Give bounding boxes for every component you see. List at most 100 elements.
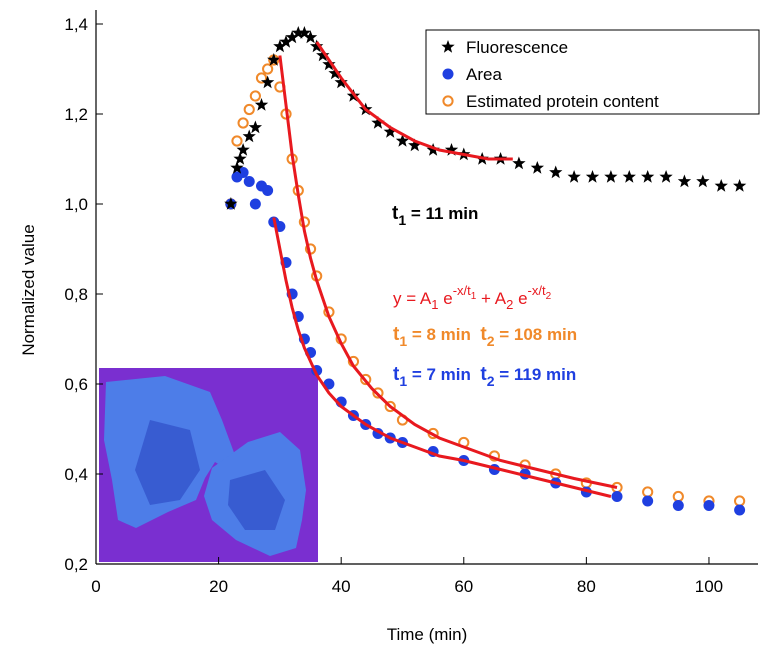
- y-tick-label: 0,8: [64, 285, 88, 304]
- star-marker: [622, 170, 636, 183]
- annotation: t1 = 8 min t2 = 108 min: [393, 324, 577, 349]
- star-marker: [267, 53, 281, 66]
- annotation-part: = 11 min: [406, 204, 478, 223]
- annotation-part: y = A: [393, 289, 432, 308]
- star-marker: [383, 125, 397, 138]
- annotation-part: 1: [399, 333, 407, 349]
- star-marker: [444, 143, 459, 156]
- annotation-part: + A: [476, 289, 506, 308]
- star-marker: [567, 170, 581, 183]
- fit-line: [315, 41, 513, 161]
- ring-marker: [237, 117, 249, 129]
- dot-marker: [243, 176, 255, 187]
- y-tick-label: 1,0: [64, 195, 88, 214]
- annotation-part: t: [393, 324, 400, 345]
- annotation-part: t: [480, 364, 487, 385]
- legend: Fluorescence Area Estimated protein conten…: [425, 29, 760, 115]
- star-marker: [696, 174, 710, 188]
- annotation-part: 1: [399, 373, 407, 389]
- star-marker: [328, 66, 342, 80]
- star-marker: [585, 170, 600, 183]
- star-marker: [254, 98, 269, 111]
- x-tick-label: 100: [695, 577, 723, 596]
- legend-label: Estimated protein content: [466, 92, 659, 111]
- star-marker: [604, 170, 618, 183]
- star-marker: [641, 170, 655, 183]
- annotation-part: -x/t: [453, 283, 471, 298]
- star-marker: [322, 57, 336, 71]
- ring-marker: [384, 400, 396, 413]
- star-marker: [733, 179, 747, 192]
- ring-marker: [360, 373, 372, 386]
- inset-image: [99, 368, 318, 562]
- annotation-part: = 7 min: [407, 365, 480, 384]
- dot-marker: [703, 500, 715, 511]
- star-marker: [230, 161, 244, 174]
- annotation-part: t: [480, 324, 487, 345]
- star-marker: [316, 48, 330, 62]
- star-marker: [285, 30, 299, 44]
- annotation-part: t: [392, 203, 399, 224]
- star-marker: [426, 143, 440, 156]
- x-tick-label: 0: [91, 577, 100, 596]
- y-tick-label: 0,4: [64, 465, 88, 484]
- star-marker: [297, 26, 312, 39]
- annotation: t1 = 7 min t2 = 119 min: [393, 364, 576, 389]
- dot-marker: [642, 495, 654, 507]
- star-marker: [512, 156, 526, 170]
- dot-marker: [237, 167, 249, 178]
- ring-marker: [262, 63, 274, 75]
- ring-marker: [372, 387, 384, 399]
- x-tick-label: 80: [577, 577, 596, 596]
- dot-marker: [262, 185, 274, 196]
- star-marker: [273, 39, 287, 53]
- annotation-part: e: [513, 289, 527, 308]
- annotation-part: e: [439, 289, 453, 308]
- annotation-part: 2: [487, 373, 495, 389]
- ring-marker: [734, 495, 746, 507]
- legend-label: Area: [466, 65, 502, 84]
- ring-marker: [442, 95, 454, 107]
- ring-marker: [249, 90, 261, 102]
- fit-line: [278, 55, 618, 489]
- legend-label: Fluorescence: [466, 38, 568, 57]
- y-tick-label: 0,2: [64, 555, 88, 574]
- ring-marker: [672, 490, 684, 503]
- x-tick-label: 20: [209, 577, 228, 596]
- annotation-part: -x/t: [528, 283, 546, 298]
- annotation-part: t: [393, 364, 400, 385]
- annotation: t1 = 11 min: [392, 203, 478, 228]
- star-marker: [714, 179, 728, 192]
- annotation-part: 1: [471, 291, 477, 302]
- star-marker: [242, 129, 256, 143]
- star-marker: [530, 161, 544, 174]
- x-axis-label: Time (min): [387, 625, 468, 644]
- star-marker: [291, 26, 305, 39]
- star-marker: [233, 152, 247, 165]
- dot-marker: [249, 198, 261, 210]
- annotation-part: 2: [546, 291, 552, 302]
- legend-box: [425, 29, 760, 115]
- ring-marker: [243, 103, 255, 116]
- x-tick-label: 60: [454, 577, 473, 596]
- annotation-part: 2: [487, 333, 495, 349]
- annotation-part: 1: [398, 212, 406, 228]
- star-marker: [441, 40, 455, 53]
- star-marker: [334, 75, 348, 89]
- star-marker: [279, 35, 293, 48]
- star-marker: [395, 134, 410, 147]
- star-marker: [248, 120, 262, 134]
- star-marker: [261, 75, 275, 89]
- star-marker: [659, 170, 673, 183]
- fit-line: [272, 217, 612, 498]
- annotation-part: = 108 min: [494, 325, 577, 344]
- x-tick-label: 40: [332, 577, 351, 596]
- star-marker: [549, 165, 563, 179]
- star-marker: [677, 174, 692, 188]
- star-marker: [236, 143, 250, 156]
- star-marker: [224, 197, 238, 210]
- annotation-part: 1: [431, 297, 438, 312]
- star-marker: [408, 138, 422, 152]
- annotation-part: = 119 min: [494, 365, 576, 384]
